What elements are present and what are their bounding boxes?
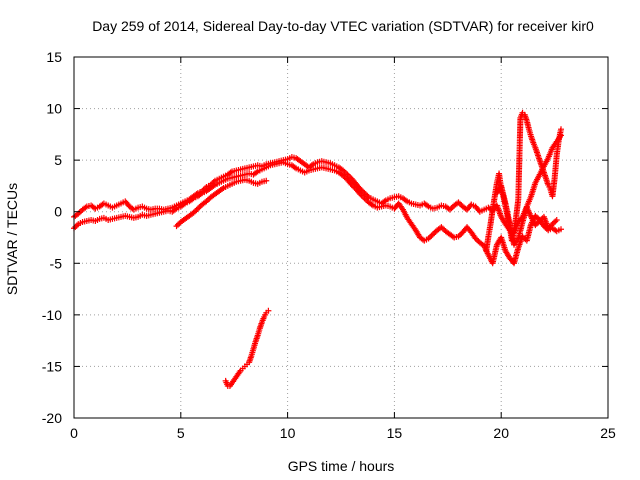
series-track-b	[71, 159, 565, 267]
x-tick-label: 20	[493, 425, 509, 441]
x-tick-label: 5	[177, 425, 185, 441]
y-tick-label: -5	[50, 255, 63, 271]
y-axis-label: SDTVAR / TECUs	[4, 183, 20, 295]
data-point	[428, 232, 435, 239]
series-track-a	[71, 132, 565, 236]
data-point	[263, 177, 270, 184]
data-point	[265, 307, 272, 314]
y-tick-label: 5	[54, 152, 62, 168]
data-point	[553, 216, 560, 223]
y-tick-label: -15	[42, 358, 62, 374]
x-tick-label: 15	[387, 425, 403, 441]
data-point	[558, 126, 565, 133]
y-tick-label: -10	[42, 307, 62, 323]
data-point	[448, 205, 455, 212]
data-point	[72, 223, 79, 230]
data-point	[174, 221, 181, 228]
axis-ticks: 0 5 10 15 20 25 15 10 5 0 -5 -10 -15 -20	[42, 49, 616, 441]
data-point	[439, 225, 446, 232]
data-point	[194, 205, 201, 212]
y-tick-label: 15	[46, 49, 62, 65]
x-tick-label: 25	[600, 425, 616, 441]
data-point	[558, 226, 565, 233]
data-point	[429, 231, 436, 238]
data-point	[456, 200, 463, 207]
series-track-c	[173, 176, 270, 230]
series-track-f	[493, 182, 560, 248]
data-point	[550, 219, 557, 226]
x-tick-label: 10	[280, 425, 296, 441]
y-tick-label: 10	[46, 101, 62, 117]
data-point	[552, 218, 559, 225]
x-axis-label: GPS time / hours	[288, 458, 395, 474]
y-tick-label: 0	[54, 204, 62, 220]
data-point	[173, 223, 180, 230]
series-track-d	[222, 307, 272, 390]
y-tick-label: -20	[42, 410, 62, 426]
series-track-e	[483, 109, 565, 254]
data-point	[431, 230, 438, 237]
data-layer	[71, 109, 565, 390]
data-point	[196, 204, 203, 211]
x-tick-label: 0	[70, 425, 78, 441]
plot-frame	[73, 56, 609, 419]
chart-title: Day 259 of 2014, Sidereal Day-to-day VTE…	[92, 18, 594, 34]
